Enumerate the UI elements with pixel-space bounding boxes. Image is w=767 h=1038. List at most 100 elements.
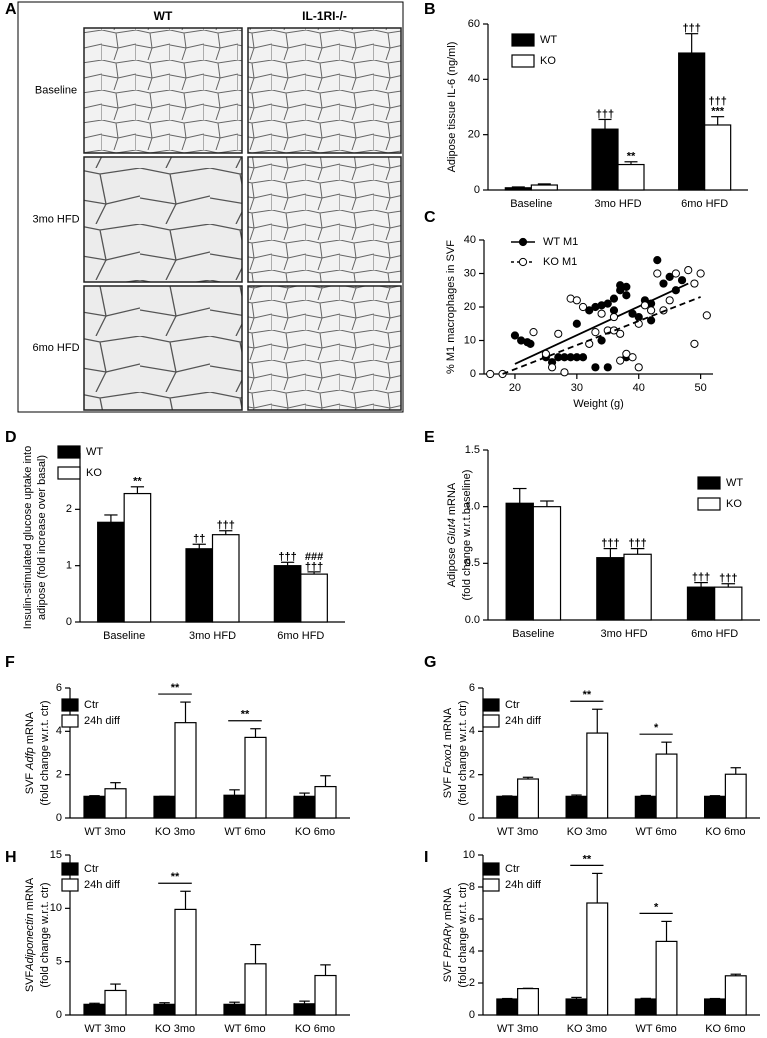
x-tick-label: 20 bbox=[509, 382, 521, 394]
y-tick-label: 0 bbox=[469, 1009, 475, 1021]
bar bbox=[211, 534, 240, 623]
bar bbox=[293, 1003, 316, 1016]
point bbox=[634, 312, 643, 322]
bar bbox=[300, 573, 328, 623]
significance-label: ** bbox=[241, 709, 250, 721]
y-tick-label: 20 bbox=[468, 129, 480, 141]
point bbox=[554, 329, 563, 338]
significance-label: * bbox=[654, 722, 659, 734]
point bbox=[591, 328, 600, 337]
y-axis-label-part: Glut4 bbox=[446, 518, 458, 544]
point bbox=[578, 353, 588, 362]
bar bbox=[724, 773, 747, 819]
point bbox=[634, 363, 643, 372]
point bbox=[603, 363, 612, 372]
panel-letter: F bbox=[5, 654, 15, 671]
y-tick-label: 0 bbox=[66, 616, 72, 628]
bar bbox=[496, 795, 519, 819]
bar bbox=[586, 732, 609, 819]
y-tick-label: 6 bbox=[56, 682, 62, 694]
legend-swatch bbox=[511, 33, 535, 47]
y-axis-label: (fold change w.r.t. ctr) bbox=[39, 700, 51, 805]
legend-swatch bbox=[482, 878, 500, 892]
annotation: ††† bbox=[278, 551, 296, 563]
y-axis-label-part: mRNA bbox=[446, 482, 458, 518]
bar bbox=[244, 736, 267, 819]
bar bbox=[565, 998, 588, 1016]
annotation: ††† bbox=[719, 573, 737, 585]
x-tick-label: KO 3mo bbox=[155, 1023, 195, 1035]
bar bbox=[153, 795, 176, 819]
legend-label: KO bbox=[540, 55, 556, 67]
legend-swatch bbox=[511, 54, 535, 68]
legend-swatch bbox=[697, 497, 721, 511]
annotation: *** bbox=[711, 106, 725, 118]
legend-label: 24h diff bbox=[84, 715, 121, 727]
fit-line bbox=[514, 282, 689, 365]
bar bbox=[185, 548, 214, 623]
legend-swatch bbox=[57, 466, 81, 480]
bar bbox=[634, 795, 657, 819]
y-tick-label: 4 bbox=[469, 725, 475, 737]
histology-image bbox=[247, 156, 402, 283]
point bbox=[572, 296, 581, 305]
legend-swatch bbox=[61, 714, 79, 728]
point bbox=[665, 272, 674, 281]
legend-label: Ctr bbox=[84, 699, 99, 711]
x-tick-label: WT 6mo bbox=[224, 826, 265, 838]
panel-frame bbox=[17, 1, 404, 413]
y-axis-label-part: Adfp bbox=[24, 747, 36, 771]
column-header: IL-1RI-/- bbox=[302, 9, 347, 23]
point bbox=[572, 319, 581, 328]
legend-swatch bbox=[482, 862, 500, 876]
point bbox=[529, 328, 538, 337]
y-axis-label-part: SVF bbox=[24, 770, 36, 794]
bar bbox=[634, 998, 657, 1016]
bar bbox=[686, 586, 716, 621]
point bbox=[578, 302, 588, 312]
y-tick-label: 6 bbox=[469, 682, 475, 694]
bar bbox=[174, 722, 197, 819]
legend-marker bbox=[518, 237, 528, 247]
y-axis-label-part: mRNA bbox=[442, 707, 454, 743]
annotation: ††† bbox=[692, 572, 710, 584]
bar bbox=[123, 492, 152, 623]
point bbox=[702, 311, 711, 320]
x-tick-label: KO 6mo bbox=[705, 1023, 745, 1035]
bar bbox=[83, 795, 106, 819]
bar bbox=[655, 940, 678, 1016]
point bbox=[609, 326, 619, 335]
y-axis-label: (fold change w.r.t. ctr) bbox=[457, 882, 469, 987]
fit-line bbox=[502, 296, 701, 375]
y-axis-label-part: Foxo1 bbox=[442, 743, 454, 774]
y-tick-label: 40 bbox=[464, 234, 476, 246]
bar bbox=[586, 902, 609, 1016]
significance-label: ** bbox=[171, 871, 180, 883]
x-tick-label: KO 6mo bbox=[295, 1023, 335, 1035]
y-tick-label: 10 bbox=[463, 849, 475, 861]
legend-label: Ctr bbox=[505, 863, 520, 875]
bar bbox=[596, 557, 625, 621]
x-tick-label: 6mo HFD bbox=[691, 628, 738, 640]
histology-image bbox=[83, 27, 243, 154]
x-tick-label: WT 3mo bbox=[84, 826, 125, 838]
histology-image bbox=[247, 27, 402, 154]
point bbox=[541, 349, 550, 358]
y-tick-label: 2 bbox=[469, 769, 475, 781]
bar bbox=[703, 795, 726, 819]
y-tick-label: 0 bbox=[56, 812, 62, 824]
y-axis-label-part: mRNA bbox=[24, 711, 36, 747]
legend-label: WT bbox=[86, 446, 103, 458]
x-tick-label: Baseline bbox=[103, 630, 145, 642]
y-axis-label-part: Adiponectin bbox=[24, 913, 36, 972]
legend-label: WT bbox=[540, 34, 557, 46]
legend-swatch bbox=[482, 698, 500, 712]
bar bbox=[223, 794, 246, 819]
bar bbox=[496, 998, 519, 1016]
bar bbox=[104, 989, 127, 1016]
bar bbox=[703, 998, 726, 1016]
bar bbox=[678, 52, 706, 191]
point bbox=[628, 353, 637, 362]
significance-label: ** bbox=[583, 689, 592, 701]
